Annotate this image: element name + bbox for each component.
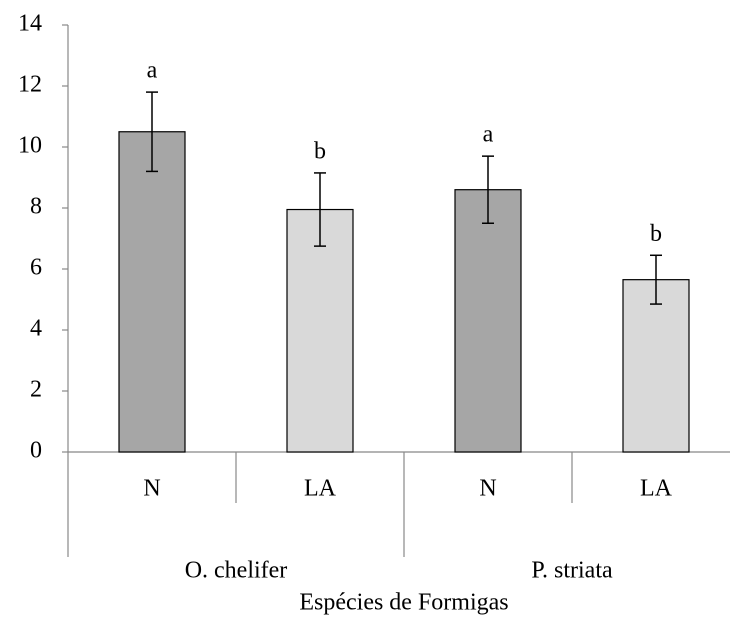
significance-letter: a xyxy=(147,58,158,84)
group-label: P. striata xyxy=(531,558,613,584)
y-tick-label: 10 xyxy=(18,133,42,159)
y-tick-label: 2 xyxy=(30,377,42,403)
y-tick-label: 12 xyxy=(18,72,42,98)
bar xyxy=(118,131,186,453)
bar xyxy=(286,208,354,453)
y-tick-label: 14 xyxy=(18,11,42,37)
x-tick-label: N xyxy=(143,476,160,502)
y-tick-label: 6 xyxy=(30,255,42,281)
significance-letter: b xyxy=(650,221,662,247)
x-axis-label: Espécies de Formigas xyxy=(299,590,508,616)
x-tick-label: LA xyxy=(640,476,673,502)
y-tick-label: 0 xyxy=(30,438,42,464)
significance-letter: b xyxy=(314,138,326,164)
x-tick-label: N xyxy=(479,476,496,502)
x-tick-label: LA xyxy=(304,476,337,502)
y-tick-label: 4 xyxy=(30,316,42,342)
significance-letter: a xyxy=(483,122,494,148)
bar xyxy=(454,189,522,453)
y-tick-label: 8 xyxy=(30,194,42,220)
group-label: O. chelifer xyxy=(185,558,288,584)
bar xyxy=(622,279,690,453)
